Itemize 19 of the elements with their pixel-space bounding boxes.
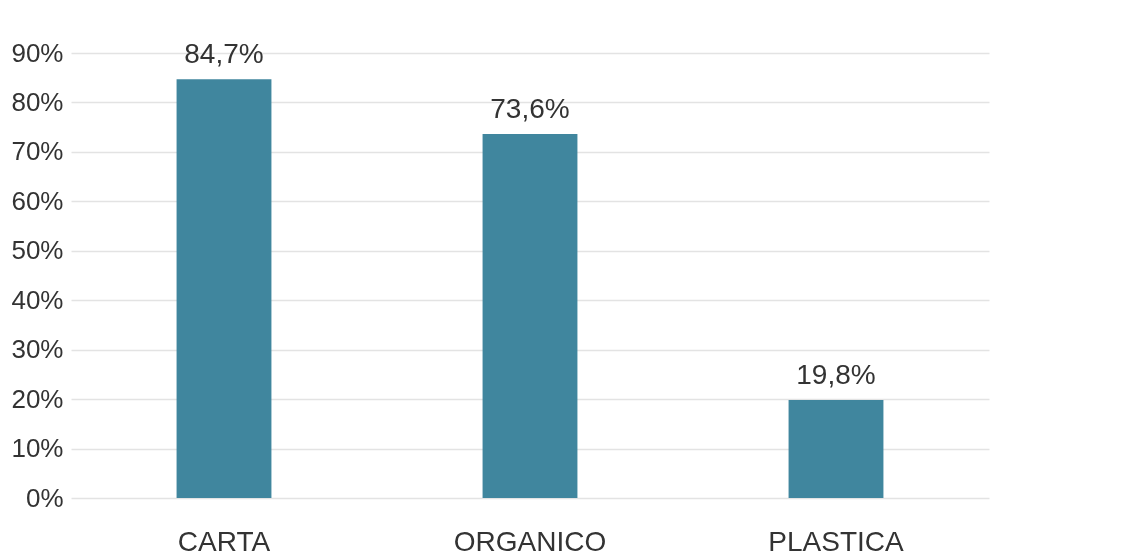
y-tick-label: 90% — [11, 37, 64, 68]
y-tick-label: 70% — [11, 136, 64, 167]
y-tick-label: 60% — [11, 185, 64, 216]
x-tick-label: ORGANICO — [453, 525, 607, 554]
x-tick-label: CARTA — [177, 525, 271, 554]
bar — [176, 79, 272, 498]
y-tick-label: 80% — [11, 86, 64, 117]
y-tick-label: 50% — [11, 235, 64, 266]
y-tick-label: 20% — [11, 383, 64, 414]
y-tick-label: 10% — [11, 433, 64, 464]
y-tick-label: 0% — [25, 482, 64, 513]
y-tick-label: 40% — [11, 284, 64, 315]
y-tick-label: 30% — [11, 334, 64, 365]
text: 19,8% — [796, 359, 876, 391]
bar — [482, 134, 578, 498]
bar — [788, 400, 884, 498]
text: 73,6% — [490, 93, 570, 125]
text: 84,7% — [184, 38, 264, 70]
x-tick-label: PLASTICA — [768, 525, 905, 554]
